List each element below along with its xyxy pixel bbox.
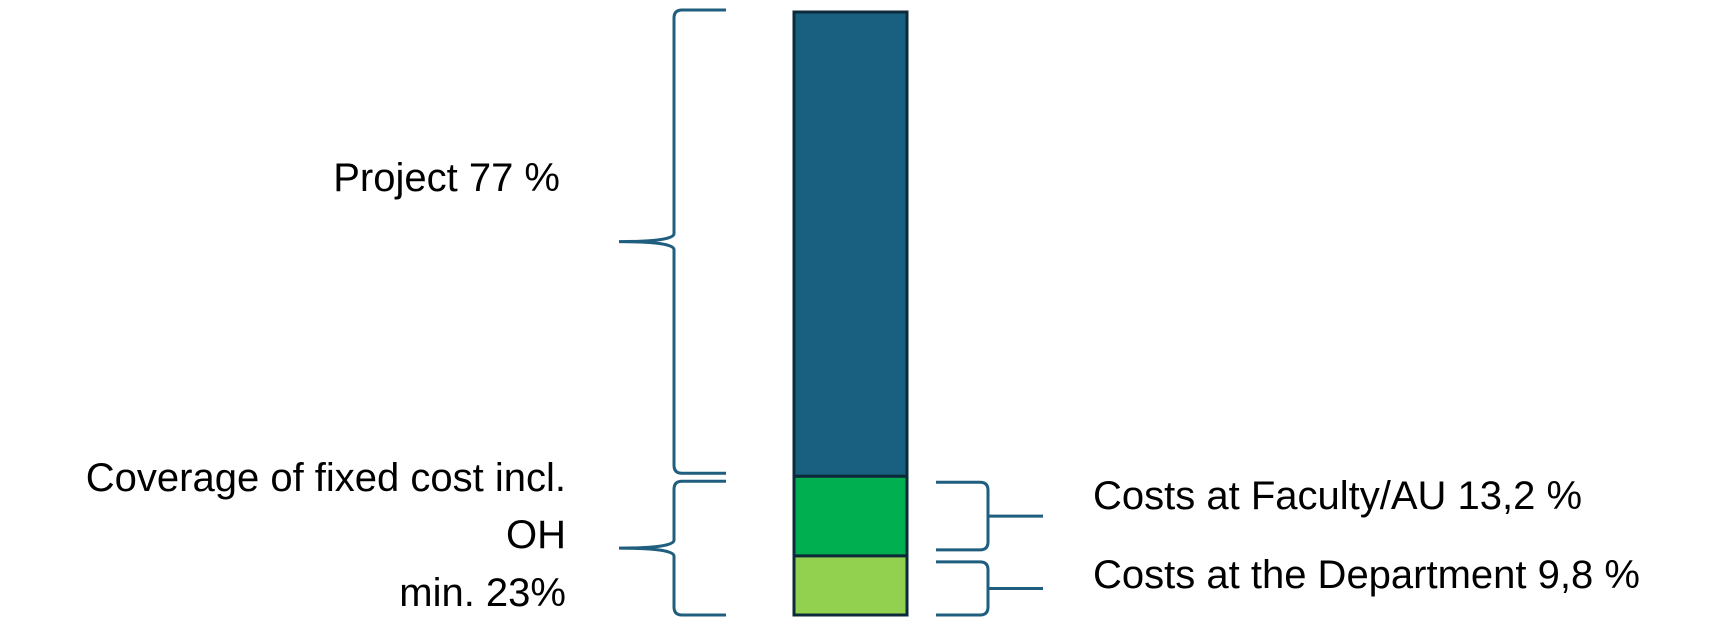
faculty-brace xyxy=(936,480,990,552)
department-label: Costs at the Department 9,8 % xyxy=(1093,553,1640,597)
overhead-brace xyxy=(618,479,726,617)
overhead-label-line2: OH xyxy=(506,513,566,557)
overhead-label-line1: Coverage of fixed cost incl. xyxy=(85,456,566,500)
bar-segment-department xyxy=(792,554,909,617)
brackets xyxy=(618,8,1043,617)
faculty-label: Costs at Faculty/AU 13,2 % xyxy=(1093,474,1583,518)
project-label: Project 77 % xyxy=(333,156,560,200)
overhead-label-line3: min. 23% xyxy=(399,571,566,615)
bar-stack xyxy=(792,10,909,617)
bar-segment-project xyxy=(792,10,909,478)
project-brace xyxy=(618,8,726,475)
bar-segment-faculty xyxy=(792,474,909,558)
department-brace xyxy=(936,560,990,617)
